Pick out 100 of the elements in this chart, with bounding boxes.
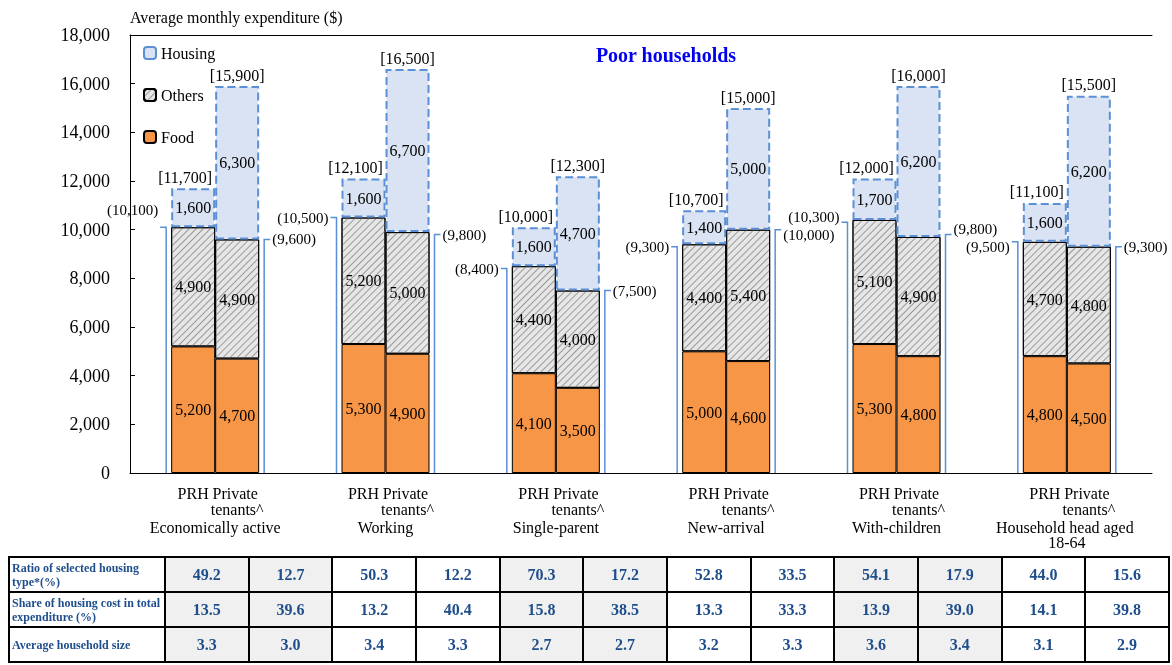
data-label: 1,700 (856, 190, 893, 208)
annotation: [12,000] (839, 159, 894, 177)
data-label: 6,700 (389, 142, 426, 160)
annotation: (9,300) (1123, 238, 1168, 256)
data-label: 4,000 (559, 330, 596, 348)
annotation: (9,600) (272, 231, 316, 249)
text: Average household size (9, 627, 165, 662)
y-tick-label: 10,000 (60, 219, 110, 240)
data-label: 5,000 (686, 403, 723, 421)
annotation: [10,700] (668, 190, 724, 208)
legend-label: Others (161, 86, 204, 104)
data-label: 3,500 (559, 421, 596, 439)
annotation: [15,900] (209, 66, 265, 84)
text: 17.2 (583, 557, 667, 592)
text: 3.2 (666, 627, 751, 662)
data-label: 4,700 (1026, 290, 1063, 308)
annotation: (9,800) (442, 226, 487, 244)
text: 3.4 (332, 627, 416, 662)
data-label: 4,400 (515, 311, 552, 329)
annotation: (7,500) (612, 282, 657, 300)
annotation: [11,700] (158, 168, 213, 186)
data-label: 5,200 (175, 401, 212, 419)
data-label: 5,200 (345, 272, 382, 290)
annotation: [10,000] (498, 207, 554, 225)
data-label: 4,800 (900, 406, 937, 424)
text: 70.3 (499, 557, 584, 592)
text: 44.0 (1001, 557, 1086, 592)
y-tick-label: 12,000 (60, 171, 110, 191)
text: 39.6 (248, 592, 333, 627)
text: 13.9 (834, 592, 918, 627)
x-tick-label: Private tenants^ (551, 484, 605, 518)
text: New-arrival (687, 519, 766, 536)
x-tick-label: Private tenants^ (210, 484, 265, 518)
data-label: 4,800 (1070, 296, 1107, 314)
text: 13.3 (666, 592, 751, 627)
data-label: 4,900 (175, 278, 212, 296)
x-tick-label: Private tenants^ (892, 484, 946, 518)
data-label: 4,600 (730, 408, 767, 426)
text: 3.1 (1001, 627, 1086, 662)
text: 3.4 (917, 627, 1002, 662)
y-tick-label: 6,000 (69, 317, 110, 337)
y-tick-label: 2,000 (69, 414, 110, 435)
text: 33.5 (750, 557, 835, 592)
data-label: 1,600 (175, 199, 212, 217)
annotation: (9,300) (625, 238, 670, 256)
data-label: 4,100 (515, 414, 552, 432)
y-tick-label: 4,000 (69, 365, 110, 386)
text: 52.8 (666, 557, 751, 592)
y-tick-label: 18,000 (60, 25, 110, 45)
y-tick-label: 14,000 (60, 122, 110, 143)
x-tick-label: PRH (177, 484, 210, 502)
text: Economically active (149, 519, 281, 537)
text: 15.6 (1085, 557, 1169, 592)
annotation: (10,000) (783, 227, 835, 245)
annotation: (10,500) (277, 209, 329, 227)
annotation: [15,000] (720, 88, 776, 106)
data-label: 6,300 (219, 154, 256, 172)
data-label: 1,600 (1026, 213, 1063, 231)
data-label: 6,200 (1070, 162, 1107, 180)
text: 2.9 (1085, 627, 1169, 662)
data-label: 4,900 (900, 288, 937, 306)
data-label: 4,700 (219, 407, 256, 425)
x-tick-label: Private tenants^ (381, 484, 435, 518)
text: 50.3 (332, 557, 416, 592)
text: 39.0 (917, 592, 1002, 627)
text: 40.4 (415, 592, 500, 627)
x-tick-label: PRH (347, 484, 380, 502)
x-tick-label: PRH (858, 484, 891, 502)
data-label: 4,700 (559, 224, 596, 242)
data-label: 1,600 (515, 238, 552, 256)
text: 3.3 (415, 627, 500, 662)
text: 33.3 (750, 592, 835, 627)
text: Single-parent (512, 519, 600, 537)
data-label: 5,300 (345, 400, 382, 418)
text: Ratio of selected housing type*(%) (9, 557, 165, 592)
annotation: [16,000] (891, 66, 946, 84)
x-tick-label: PRH (1029, 484, 1061, 502)
annotation: [15,500] (1061, 76, 1117, 94)
y-tick-label: 8,000 (69, 268, 110, 289)
text: 12.7 (248, 557, 333, 592)
text: 2.7 (499, 627, 584, 662)
text: 14.1 (1001, 592, 1086, 627)
x-tick-label: Private tenants^ (721, 484, 776, 518)
text: 38.5 (583, 592, 667, 627)
text: 13.2 (332, 592, 416, 627)
data-label: 5,000 (730, 160, 767, 178)
text: 15.8 (499, 592, 584, 627)
legend-label: Food (161, 128, 194, 146)
data-label: 1,600 (345, 189, 382, 207)
text: 3.0 (248, 627, 333, 662)
x-tick-label: PRH (518, 484, 550, 502)
x-tick-label: PRH (688, 484, 721, 502)
text: 3.6 (834, 627, 918, 662)
y-tick-label: 16,000 (60, 73, 110, 94)
annotation: Poor households (595, 44, 737, 66)
data-label: 1,400 (686, 218, 723, 236)
text: 12.2 (415, 557, 500, 592)
text: Share of housing cost in total expenditure (%) (9, 592, 165, 627)
text: 13.5 (165, 592, 249, 627)
text: 2.7 (583, 627, 667, 662)
